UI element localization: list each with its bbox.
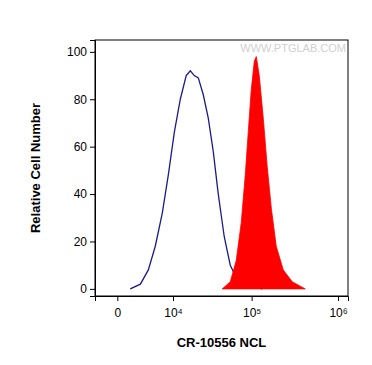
y-tick: 60	[74, 140, 95, 154]
y-tick-label: 20	[74, 235, 88, 249]
y-tick-mark	[90, 194, 95, 195]
y-tick-mark	[90, 52, 95, 53]
y-axis-line	[90, 41, 96, 297]
y-axis-title: Relative Cell Number	[28, 103, 43, 233]
x-tick-mark	[173, 296, 174, 301]
x-tick: 10⁴	[164, 296, 183, 320]
x-tick-label: 10⁴	[164, 306, 183, 320]
x-tick-mark	[252, 296, 253, 301]
x-tick-mark	[338, 296, 339, 301]
histogram-area	[222, 57, 305, 289]
y-tick: 0	[80, 282, 95, 296]
y-tick-mark	[90, 99, 95, 100]
y-tick-label: 0	[80, 282, 87, 296]
x-axis-title: CR-10556 NCL	[177, 335, 267, 350]
plot-area	[130, 57, 305, 289]
plot-frame	[95, 40, 348, 296]
watermark: WWW.PTGLAB.COM	[240, 42, 346, 54]
x-tick-label: 10⁵	[243, 306, 261, 320]
chart: 0 10⁴ 10⁵ 10⁶ 0 20 40 60 80 100 CR-10556 NCL Relati…	[0, 0, 372, 365]
y-tick-mark	[90, 147, 95, 148]
x-tick: 10⁵	[243, 296, 261, 320]
x-tick: 0	[114, 296, 121, 320]
y-tick-label: 60	[74, 140, 88, 154]
y-tick-label: 100	[67, 45, 87, 59]
x-tick: 10⁶	[329, 296, 347, 320]
y-tick: 80	[74, 93, 95, 107]
x-tick-label: 10⁶	[329, 306, 347, 320]
x-tick-label: 0	[114, 306, 121, 320]
y-tick-label: 80	[74, 93, 88, 107]
y-tick: 100	[67, 45, 95, 59]
y-tick: 40	[74, 187, 95, 201]
x-axis-line	[96, 297, 349, 302]
x-tick-mark	[117, 296, 118, 301]
x-axis: 0 10⁴ 10⁵ 10⁶	[96, 296, 349, 320]
y-tick-mark	[90, 241, 95, 242]
y-tick-label: 40	[74, 187, 88, 201]
y-axis: 0 20 40 60 80 100	[67, 41, 96, 297]
y-tick: 20	[74, 235, 95, 249]
y-tick-mark	[90, 289, 95, 290]
